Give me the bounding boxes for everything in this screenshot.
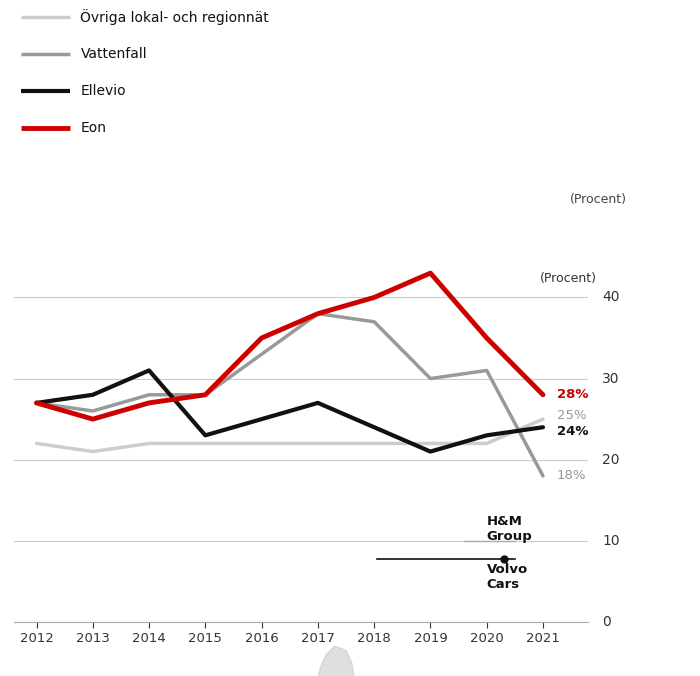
Polygon shape <box>309 646 357 676</box>
Text: Vattenfall: Vattenfall <box>80 47 147 61</box>
Text: H&M
Group: H&M Group <box>486 514 533 543</box>
Text: 28%: 28% <box>557 388 589 402</box>
Text: Eon: Eon <box>80 122 106 135</box>
Text: 0: 0 <box>602 615 611 629</box>
Text: Övriga lokal- och regionnät: Övriga lokal- och regionnät <box>80 9 270 25</box>
Text: Ellevio: Ellevio <box>80 84 126 98</box>
Text: 30: 30 <box>602 372 620 385</box>
Text: 40: 40 <box>602 291 620 304</box>
Text: Volvo
Cars: Volvo Cars <box>486 563 528 592</box>
Text: 25%: 25% <box>557 408 587 422</box>
Text: (Procent): (Procent) <box>570 193 626 206</box>
Text: 18%: 18% <box>557 469 587 483</box>
Text: 24%: 24% <box>557 425 589 438</box>
Text: 20: 20 <box>602 453 620 466</box>
Text: 10: 10 <box>602 534 620 548</box>
Text: (Procent): (Procent) <box>540 272 596 285</box>
